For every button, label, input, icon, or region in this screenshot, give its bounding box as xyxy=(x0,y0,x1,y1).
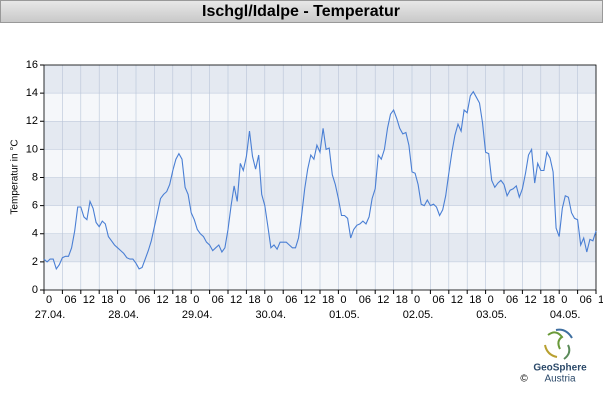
date-label: 30.04. xyxy=(256,309,287,321)
line-series xyxy=(43,90,597,271)
y-tick-label: 6 xyxy=(32,200,38,212)
x-tick-label: 18 xyxy=(248,294,260,306)
x-tick-label: 18 xyxy=(469,294,481,306)
x-tick-label: 06 xyxy=(359,294,371,306)
x-tick-label: 12 xyxy=(304,294,316,306)
x-tick-label: 06 xyxy=(432,294,444,306)
x-tick-label: 0 xyxy=(46,294,52,306)
logo-name: GeoSphere xyxy=(533,363,587,374)
x-tick-label: 06 xyxy=(580,294,592,306)
x-tick-label: 0 xyxy=(414,294,420,306)
x-tick-label: 0 xyxy=(193,294,199,306)
date-label: 28.04. xyxy=(108,309,139,321)
plot-frame xyxy=(43,64,597,291)
logo: GeoSphere Austria © xyxy=(520,328,587,385)
y-tick-label: 2 xyxy=(32,256,38,268)
y-axis-label: Temperatur in °C xyxy=(10,139,21,214)
date-label: 27.04. xyxy=(35,309,66,321)
y-tick-label: 10 xyxy=(26,143,38,155)
x-tick-label: 0 xyxy=(267,294,273,306)
x-tick-label: 06 xyxy=(506,294,518,306)
chart-title: Ischgl/Idalpe - Temperatur xyxy=(202,3,400,20)
x-tick-label: 0 xyxy=(340,294,346,306)
x-tick-label: 12 xyxy=(230,294,242,306)
x-tick-label: 06 xyxy=(212,294,224,306)
x-tick-label: 12 xyxy=(83,294,95,306)
date-label: 29.04. xyxy=(182,309,213,321)
x-tick-label: 06 xyxy=(64,294,76,306)
x-tick-label: 18 xyxy=(396,294,408,306)
x-tick-label: 06 xyxy=(138,294,150,306)
x-tick-label: 0 xyxy=(488,294,494,306)
date-label: 03.05. xyxy=(476,309,507,321)
x-tick-label: 12 xyxy=(598,294,603,306)
y-tick-label: 16 xyxy=(26,59,38,71)
y-tick-label: 12 xyxy=(26,115,38,127)
y-tick-label: 8 xyxy=(32,171,38,183)
date-label: 02.05. xyxy=(403,309,434,321)
copyright: © xyxy=(520,374,528,385)
x-tick-label: 18 xyxy=(101,294,113,306)
x-tick-label: 12 xyxy=(156,294,168,306)
y-tick-label: 0 xyxy=(32,284,38,296)
y-tick-label: 4 xyxy=(32,228,38,240)
x-tick-label: 12 xyxy=(524,294,536,306)
y-tick-label: 14 xyxy=(26,87,38,99)
x-tick-label: 12 xyxy=(377,294,389,306)
x-tick-label: 0 xyxy=(120,294,126,306)
x-tick-label: 18 xyxy=(175,294,187,306)
logo-country: Austria xyxy=(544,374,576,385)
date-label: 04.05. xyxy=(550,309,581,321)
x-tick-label: 18 xyxy=(543,294,555,306)
date-label: 01.05. xyxy=(329,309,360,321)
x-tick-label: 12 xyxy=(451,294,463,306)
x-tick-label: 0 xyxy=(561,294,567,306)
x-tick-label: 06 xyxy=(285,294,297,306)
x-tick-label: 18 xyxy=(322,294,334,306)
